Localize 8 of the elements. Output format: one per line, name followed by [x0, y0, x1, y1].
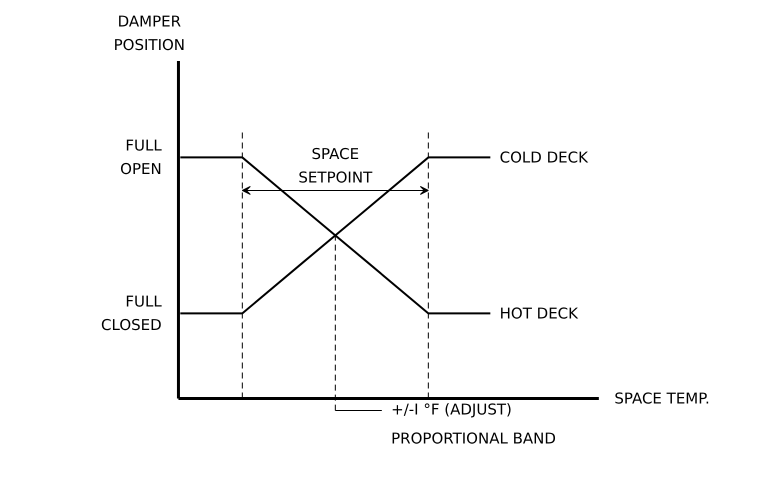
annotation: FULL OPEN	[120, 136, 162, 178]
series-label: HOT DECK	[500, 304, 580, 322]
text: +/-I °F (ADJUST) PROPORTIONAL BAND	[391, 400, 556, 448]
text: SPACE TEMP.	[614, 389, 710, 408]
annotation: SPACE SETPOINT	[298, 144, 374, 186]
annotation: FULL CLOSED	[101, 292, 162, 334]
text: DAMPER POSITION	[114, 12, 186, 54]
series-label: COLD DECK	[500, 148, 590, 166]
